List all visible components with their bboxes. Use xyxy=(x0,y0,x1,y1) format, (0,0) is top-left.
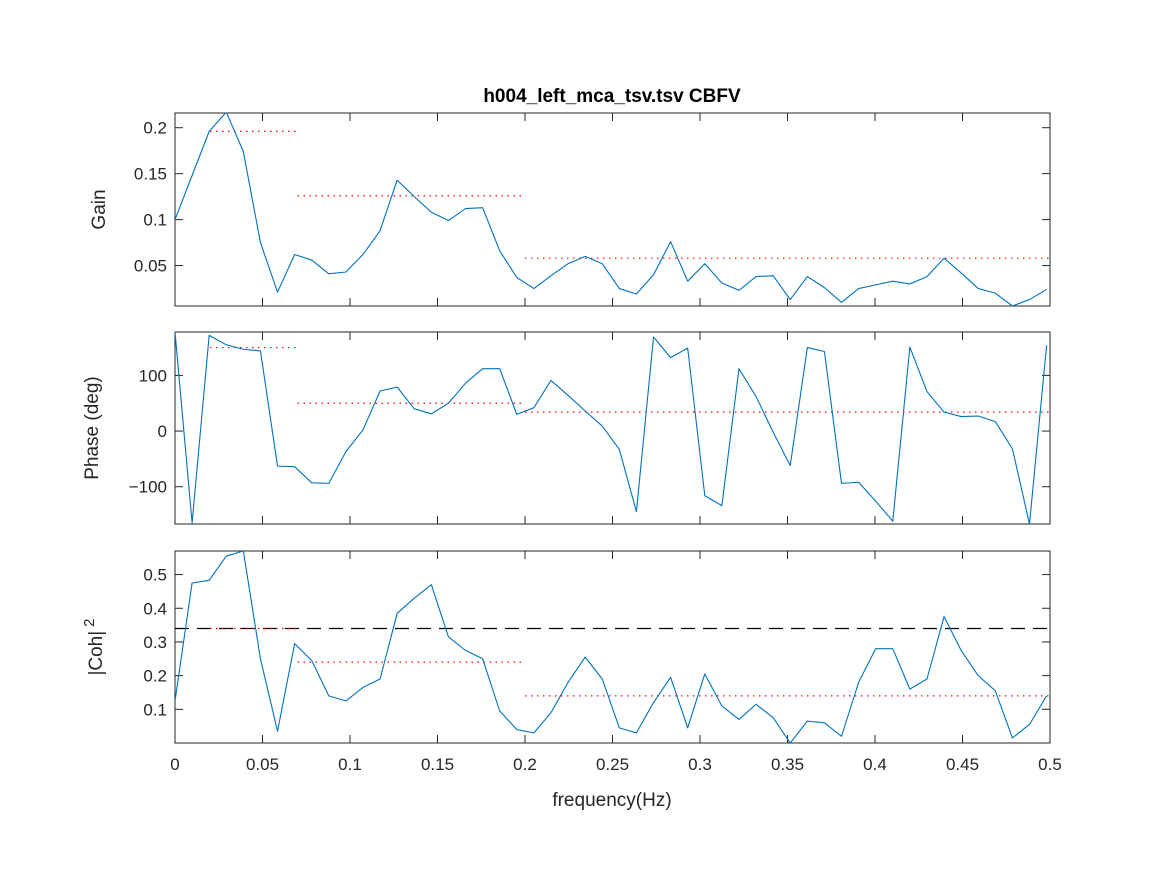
x-tick-label: 0.3 xyxy=(688,755,712,774)
chart-title: h004_left_mca_tsv.tsv CBFV xyxy=(483,86,741,107)
series-line-3 xyxy=(175,551,1048,743)
subplot-2: −100 0 100 Phase (deg) xyxy=(82,331,1051,525)
y-tick-label: 0.2 xyxy=(143,667,167,686)
x-tick-label: 0.45 xyxy=(946,755,979,774)
x-tick-label: 0.5 xyxy=(1038,755,1062,774)
x-tick-label: 0.15 xyxy=(421,755,454,774)
y-axis-label-superscript: 2 xyxy=(81,618,98,626)
y-axis-label-1: Gain xyxy=(89,189,110,229)
y-tick-label: 100 xyxy=(139,366,167,385)
y-tick-label: 0.1 xyxy=(143,700,167,719)
series-line-1 xyxy=(175,113,1047,306)
y-axis-label-2: Phase (deg) xyxy=(82,376,103,480)
axes-box-3 xyxy=(174,550,1051,744)
y-tick-label: 0 xyxy=(158,422,167,441)
x-tick-label: 0.1 xyxy=(338,755,362,774)
y-tick-label: 0.4 xyxy=(143,599,167,618)
y-tick-label: 0.5 xyxy=(143,566,167,585)
x-axis-label: frequency(Hz) xyxy=(552,790,671,811)
y-tick-label: 0.15 xyxy=(134,165,167,184)
x-tick-label: 0.05 xyxy=(246,755,279,774)
subplot-1: 0.05 0.1 0.15 0.2 Gain xyxy=(89,112,1051,307)
axes-box-1 xyxy=(174,112,1051,307)
axes-box-2 xyxy=(174,331,1051,525)
subplot-3: 0.1 0.2 0.3 0.4 0.5 0 0.05 0.1 0.15 0.2 0.25 0.3 0.3… xyxy=(81,550,1062,774)
x-tick-label: 0.4 xyxy=(863,755,887,774)
y-tick-label: 0.05 xyxy=(134,257,167,276)
x-tick-label: 0.2 xyxy=(513,755,537,774)
y-tick-label: −100 xyxy=(129,478,167,497)
y-tick-label: 0.1 xyxy=(143,211,167,230)
x-tick-label: 0 xyxy=(170,755,179,774)
y-tick-label: 0.2 xyxy=(143,119,167,138)
series-line-2 xyxy=(175,332,1048,524)
y-tick-label: 0.3 xyxy=(143,633,167,652)
x-tick-label: 0.35 xyxy=(771,755,804,774)
subplot-stack: 0.05 0.1 0.15 0.2 Gain −100 0 100 Phase (deg) 0.1… xyxy=(81,112,1062,774)
x-tick-label: 0.25 xyxy=(596,755,629,774)
